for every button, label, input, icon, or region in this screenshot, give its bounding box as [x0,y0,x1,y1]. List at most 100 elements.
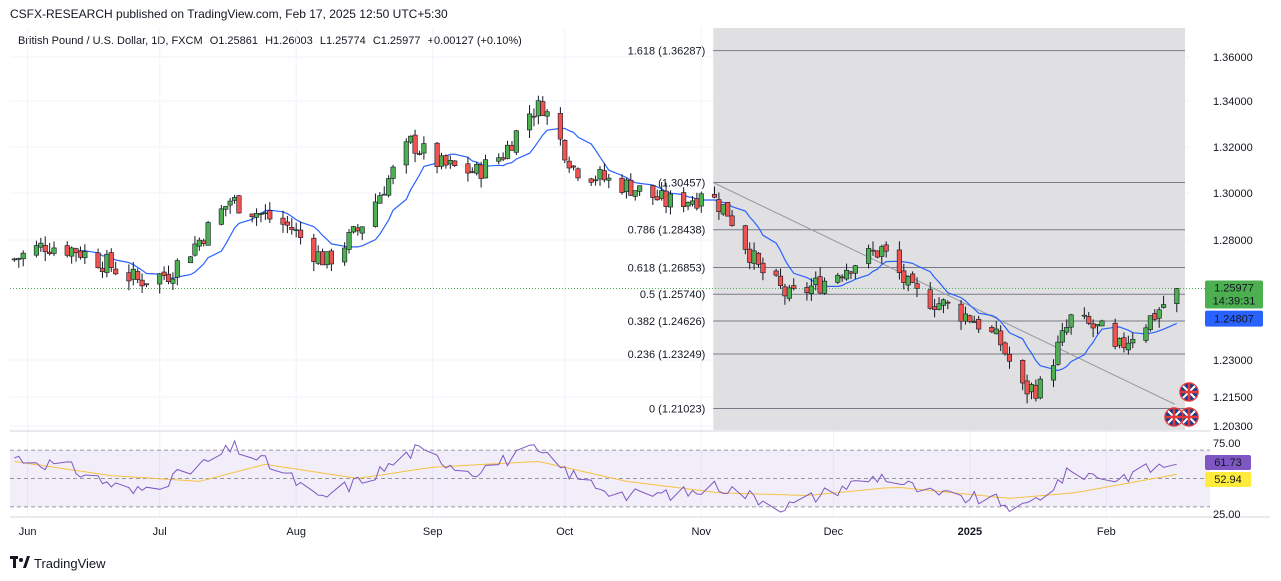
candle-body[interactable] [976,318,982,330]
candle-body[interactable] [342,247,348,263]
candle-body[interactable] [760,262,766,274]
candle-body[interactable] [113,268,119,275]
candle-body[interactable] [716,199,722,213]
candle-body[interactable] [143,283,150,286]
candle-body[interactable] [1068,314,1074,328]
symbol-name[interactable]: British Pound / U.S. Dollar, 1D, FXCM [18,35,203,47]
candle-body[interactable] [1037,378,1043,399]
candle-body[interactable] [637,185,643,192]
candle-body[interactable] [1174,288,1180,305]
candle-body[interactable] [465,163,471,174]
candle-body[interactable] [1143,327,1149,341]
candle-body[interactable] [187,256,194,264]
candle-body[interactable] [443,155,449,166]
candle-body[interactable] [474,163,480,174]
candle-body[interactable] [874,250,880,258]
candle-body[interactable] [883,244,889,252]
candle-body[interactable] [64,245,70,256]
candle-body[interactable] [1024,380,1030,395]
candle-body[interactable] [447,160,453,165]
candle-body[interactable] [839,276,845,279]
candle-body[interactable] [205,222,211,246]
candle-body[interactable] [500,157,506,160]
candle-body[interactable] [320,251,326,266]
candle-body[interactable] [1156,309,1162,319]
candle-body[interactable] [249,213,255,218]
candle-body[interactable] [901,270,907,283]
candle-body[interactable] [469,171,475,173]
candle-body[interactable] [808,285,814,294]
candle-body[interactable] [135,271,141,280]
candle-body[interactable] [817,276,823,294]
candle-body[interactable] [298,229,304,238]
candle-body[interactable] [844,269,850,280]
candle-body[interactable] [694,198,700,209]
candle-body[interactable] [1020,360,1026,384]
candle-body[interactable] [729,215,735,226]
candle-body[interactable] [504,144,511,159]
candle-body[interactable] [544,111,550,117]
candle-body[interactable] [236,195,242,214]
candle-body[interactable] [557,113,563,140]
candle-body[interactable] [1002,342,1008,355]
candle-body[interactable] [350,226,356,233]
candle-body[interactable] [315,251,321,264]
candle-body[interactable] [777,275,784,286]
uk-flag-event-icon[interactable] [1179,382,1199,402]
candle-body[interactable] [192,243,198,256]
candle-body[interactable] [566,160,572,169]
candle-body[interactable] [139,279,145,287]
candle-body[interactable] [280,217,286,225]
candle-body[interactable] [69,247,75,257]
candle-body[interactable] [967,315,973,322]
candle-body[interactable] [99,267,106,273]
candle-body[interactable] [751,250,757,264]
candle-body[interactable] [482,159,489,179]
uk-flag-event-icon[interactable] [1164,407,1184,427]
candle-body[interactable] [51,247,57,254]
candle-body[interactable] [258,213,264,215]
candle-body[interactable] [667,193,673,208]
candle-body[interactable] [588,178,594,183]
candle-body[interactable] [16,258,22,260]
candle-body[interactable] [170,278,176,284]
candle-body[interactable] [1147,315,1153,330]
candle-body[interactable] [998,330,1004,346]
candle-body[interactable] [223,205,229,210]
candle-body[interactable] [1028,384,1035,393]
candle-body[interactable] [1033,384,1039,399]
candle-body[interactable] [1006,353,1013,362]
candle-body[interactable] [910,273,916,283]
candle-body[interactable] [685,202,691,207]
candle-body[interactable] [328,250,334,265]
candle-body[interactable] [852,265,858,274]
candle-body[interactable] [989,326,995,333]
candle-body[interactable] [936,303,942,310]
candle-body[interactable] [1086,316,1092,324]
candle-body[interactable] [130,268,136,280]
candle-body[interactable] [650,185,656,198]
candle-body[interactable] [377,195,383,204]
candle-body[interactable] [478,164,484,179]
candle-body[interactable] [562,139,568,161]
candle-body[interactable] [196,239,202,247]
candle-body[interactable] [822,280,828,294]
candle-body[interactable] [38,242,44,248]
candle-body[interactable] [711,193,718,198]
candle-body[interactable] [698,193,704,207]
candle-body[interactable] [597,169,603,180]
candle-body[interactable] [386,178,392,196]
candle-body[interactable] [95,252,101,269]
candle-body[interactable] [496,157,502,162]
candle-body[interactable] [571,165,577,168]
candle-body[interactable] [945,301,951,304]
candle-body[interactable] [971,321,977,324]
candle-body[interactable] [1055,341,1061,365]
candle-body[interactable] [879,246,885,257]
candle-body[interactable] [390,166,396,179]
candle-body[interactable] [619,177,625,193]
candle-body[interactable] [782,286,788,297]
candle-body[interactable] [289,226,295,230]
candle-body[interactable] [1112,322,1118,347]
